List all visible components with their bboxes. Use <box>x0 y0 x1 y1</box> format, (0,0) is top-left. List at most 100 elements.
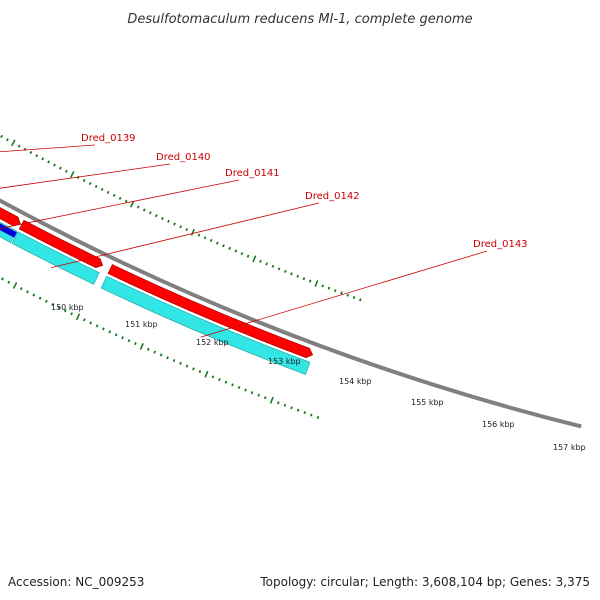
gene-label: Dred_0143 <box>473 239 528 250</box>
inner-minor-tick <box>352 296 356 300</box>
outer-major-tick <box>204 370 209 378</box>
inner-minor-tick <box>215 241 219 245</box>
outer-minor-tick <box>263 396 267 400</box>
inner-minor-tick <box>265 262 268 266</box>
outer-major-tick <box>269 396 274 404</box>
gene-arrow <box>0 207 21 227</box>
gene-label-leader <box>200 250 488 338</box>
outer-minor-tick <box>257 393 260 397</box>
inner-minor-tick <box>340 291 343 295</box>
outer-tick-track <box>1 277 320 419</box>
gene-label: Dred_0140 <box>156 152 211 163</box>
inner-minor-tick <box>185 228 189 232</box>
outer-minor-tick <box>211 375 215 379</box>
inner-minor-tick <box>333 289 337 293</box>
inner-minor-tick <box>308 279 312 283</box>
outer-minor-tick <box>38 296 42 300</box>
inner-minor-tick <box>271 264 275 268</box>
outer-minor-tick <box>153 350 157 354</box>
outer-minor-tick <box>51 302 55 307</box>
outer-minor-tick <box>57 306 61 310</box>
cds-feature-bar <box>11 231 100 285</box>
inner-minor-tick <box>136 205 140 209</box>
outer-minor-tick <box>179 361 182 365</box>
cds-feature-bar <box>100 275 311 375</box>
outer-minor-tick <box>198 370 202 374</box>
tick-label: 151 kbp <box>125 320 158 329</box>
inner-minor-tick <box>53 163 56 167</box>
inner-minor-tick <box>197 233 201 237</box>
outer-minor-tick <box>32 293 36 297</box>
outer-minor-tick <box>19 287 23 291</box>
outer-minor-tick <box>121 336 124 340</box>
outer-minor-tick <box>231 383 234 387</box>
inner-minor-tick <box>154 214 158 218</box>
gene-label-leader <box>0 163 171 189</box>
inner-minor-tick <box>240 252 244 256</box>
backbone-line <box>0 198 582 429</box>
inner-major-tick <box>70 170 75 178</box>
outer-minor-tick <box>45 299 48 303</box>
outer-minor-tick <box>146 347 150 351</box>
outer-minor-tick <box>82 318 86 322</box>
inner-minor-tick <box>161 216 164 221</box>
inner-minor-tick <box>47 160 50 164</box>
inner-minor-tick <box>246 254 250 258</box>
outer-minor-tick <box>277 401 280 405</box>
outer-major-tick <box>139 343 144 350</box>
gene-label-leader <box>0 179 240 229</box>
tick-label: 157 kbp <box>553 443 586 452</box>
inner-minor-tick <box>106 190 110 195</box>
gene-label: Dred_0139 <box>81 133 136 144</box>
genes-layer <box>0 207 314 375</box>
inner-minor-tick <box>321 284 324 288</box>
outer-minor-tick <box>250 391 254 395</box>
gene-label-leader <box>50 202 320 269</box>
inner-minor-tick <box>203 236 207 240</box>
outer-major-tick <box>12 282 18 289</box>
outer-minor-tick <box>102 327 105 331</box>
inner-minor-tick <box>142 208 146 212</box>
inner-major-tick <box>129 200 135 208</box>
cds-feature-highlight <box>0 223 17 238</box>
tick-labels-layer: 150 kbp 151 kbp 152 kbp 153 kbp 154 kbp 155 k… <box>51 303 586 452</box>
outer-minor-tick <box>185 364 189 368</box>
outer-minor-tick <box>218 378 221 382</box>
outer-minor-tick <box>224 380 228 384</box>
inner-minor-tick <box>173 222 176 226</box>
inner-minor-tick <box>327 286 331 290</box>
inner-minor-tick <box>302 277 306 281</box>
inner-minor-tick <box>94 184 98 189</box>
inner-major-tick <box>314 280 319 287</box>
outer-minor-tick <box>26 290 29 294</box>
outer-minor-tick <box>95 324 99 328</box>
tick-label: 156 kbp <box>482 420 515 429</box>
inner-minor-tick <box>124 199 128 203</box>
inner-tick-track <box>0 134 362 302</box>
gene-label: Dred_0141 <box>225 168 280 179</box>
outer-major-tick <box>75 313 81 321</box>
outer-minor-tick <box>237 385 241 390</box>
inner-minor-tick <box>100 187 104 192</box>
inner-minor-tick <box>209 238 213 242</box>
inner-minor-tick <box>29 150 33 155</box>
outer-minor-tick <box>70 312 74 316</box>
gene-label-leader <box>0 144 96 153</box>
outer-minor-tick <box>114 333 118 337</box>
inner-minor-tick <box>179 225 183 229</box>
outer-minor-tick <box>108 330 112 334</box>
inner-minor-tick <box>64 169 68 173</box>
inner-minor-tick <box>290 272 293 276</box>
gene-labels-layer: Dred_0139 Dred_0140 Dred_0141 Dred_0142 Dred… <box>0 133 528 338</box>
inner-minor-tick <box>283 269 287 273</box>
inner-minor-tick <box>222 244 225 248</box>
inner-minor-tick <box>41 157 45 161</box>
inner-minor-tick <box>277 267 281 271</box>
inner-minor-tick <box>35 154 39 158</box>
tick-label: 150 kbp <box>51 303 84 312</box>
inner-minor-tick <box>359 298 362 302</box>
inner-minor-tick <box>228 246 231 250</box>
inner-minor-tick <box>5 138 9 142</box>
tick-label: 155 kbp <box>411 398 444 407</box>
inner-minor-tick <box>259 259 262 263</box>
